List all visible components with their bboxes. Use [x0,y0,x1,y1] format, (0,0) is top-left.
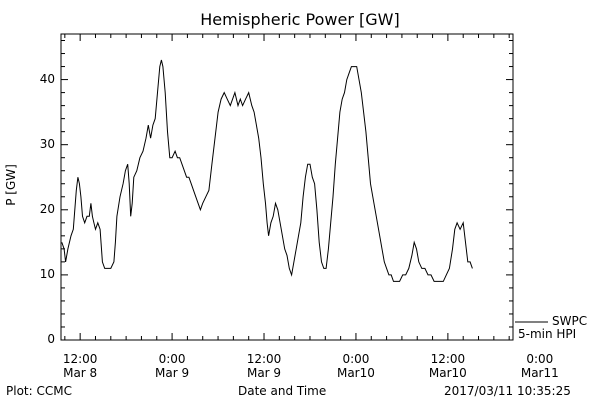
series-line-0 [61,59,473,282]
footer-timestamp: 2017/03/11 10:35:25 [444,384,571,398]
x-tick-label-time: 0:00 [526,352,554,366]
plot-frame [60,33,514,341]
y-tick-label: 30 [39,136,55,151]
y-tick-label: 20 [39,201,55,216]
series-layer [61,59,473,282]
y-tick-label: 10 [39,266,55,281]
x-tick-label-date: Mar10 [336,366,375,380]
x-tick-label-date: Mar10 [428,366,467,380]
y-axis-label: P [GW] [3,164,18,206]
x-tick-label-time: 12:00 [430,352,466,366]
legend-entry-swpc: SWPC [552,314,588,328]
footer-plot-source: Plot: CCMC [6,384,72,398]
ticks-layer [61,34,513,341]
x-tick-label-time: 0:00 [342,352,370,366]
legend-entry-5min-hpi: 5-min HPI [518,327,577,341]
x-tick-label-date: Mar 8 [63,366,98,380]
x-tick-label-date: Mar11 [520,366,559,380]
y-tick-label: 0 [47,332,55,346]
y-tick-label: 40 [39,71,55,86]
x-tick-label-date: Mar 9 [246,366,282,380]
x-axis-label: Date and Time [238,384,327,398]
x-tick-label-time: 0:00 [158,352,186,366]
chart-title: Hemispheric Power [GW] [200,10,400,29]
x-tick-label-date: Mar 9 [155,366,190,380]
x-tick-label-time: 12:00 [246,352,282,366]
x-tick-label-time: 12:00 [62,352,98,366]
